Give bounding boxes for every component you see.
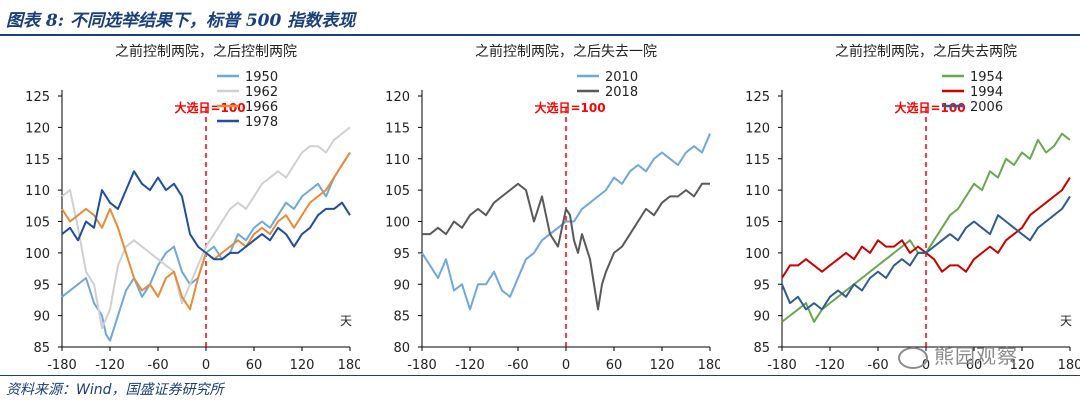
watermark: 熊园观察 bbox=[898, 340, 1018, 369]
y-tick-label: 80 bbox=[393, 341, 410, 356]
y-tick-label: 95 bbox=[753, 278, 770, 293]
y-tick-label: 115 bbox=[25, 153, 50, 168]
election-day-annotation: 大选日=100 bbox=[174, 100, 245, 115]
election-day-annotation: 大选日=100 bbox=[534, 100, 605, 115]
y-tick-label: 110 bbox=[385, 153, 410, 168]
chart-panel-1: 之前控制两院，之后控制两院 85 90 95 100 105 110 115 120 125 -18… bbox=[25, 43, 360, 373]
x-axis-label: 天 bbox=[1060, 314, 1072, 328]
y-tick-label: 125 bbox=[745, 90, 770, 105]
series-line-2010 bbox=[421, 133, 711, 311]
report-header: 图表 8: 不同选举结果下，标普 500 指数表现 bbox=[0, 0, 1080, 36]
y-tick-label: 95 bbox=[393, 247, 410, 262]
y-tick-label: 100 bbox=[385, 216, 410, 231]
legend-entry: 1994 bbox=[970, 85, 1003, 100]
y-tick-label: 100 bbox=[25, 247, 50, 262]
x-tick-label: 0 bbox=[562, 358, 570, 373]
y-tick-label: 90 bbox=[393, 278, 410, 293]
y-tick-label: 115 bbox=[745, 153, 770, 168]
y-tick-label: 120 bbox=[745, 121, 770, 136]
x-axis-label: 天 bbox=[340, 314, 352, 328]
y-tick-label: 85 bbox=[393, 310, 410, 325]
series-line-1978 bbox=[61, 170, 351, 261]
legend-entry: 2010 bbox=[605, 70, 638, 85]
footer-divider bbox=[0, 375, 1080, 376]
series-line-2018 bbox=[422, 182, 710, 311]
y-tick-label: 105 bbox=[745, 216, 770, 231]
x-tick-label: -120 bbox=[815, 358, 845, 373]
chart-title: 之前控制两院，之后控制两院 bbox=[115, 43, 297, 60]
chart-panel-2: 之前控制两院，之后失去一院 80 85 90 95 100 105 110 115 120 -180… bbox=[385, 43, 720, 373]
x-tick-label: 60 bbox=[606, 358, 623, 373]
watermark-text: 熊园观察 bbox=[934, 344, 1018, 368]
x-tick-label: 180 bbox=[1058, 358, 1080, 373]
source-note: 资料来源：Wind，国盛证券研究所 bbox=[6, 382, 224, 398]
legend-entry: 1950 bbox=[245, 70, 278, 85]
x-tick-label: 120 bbox=[650, 358, 675, 373]
chart-title: 之前控制两院，之后失去两院 bbox=[835, 43, 1017, 60]
y-tick-label: 120 bbox=[385, 90, 410, 105]
x-tick-label: -180 bbox=[407, 358, 437, 373]
series-line-1962 bbox=[61, 126, 351, 330]
x-tick-label: -60 bbox=[867, 358, 888, 373]
y-tick-label: 110 bbox=[25, 184, 50, 199]
x-tick-label: 60 bbox=[246, 358, 263, 373]
y-tick-label: 125 bbox=[25, 90, 50, 105]
x-tick-label: -60 bbox=[507, 358, 528, 373]
y-tick-label: 90 bbox=[753, 310, 770, 325]
x-tick-label: -180 bbox=[767, 358, 797, 373]
x-tick-label: 120 bbox=[290, 358, 315, 373]
legend-entry: 1966 bbox=[245, 100, 278, 115]
y-tick-label: 85 bbox=[33, 341, 50, 356]
y-tick-label: 85 bbox=[753, 341, 770, 356]
y-tick-label: 100 bbox=[745, 247, 770, 262]
legend-entry: 1978 bbox=[245, 115, 278, 130]
chart-panel-3: 之前控制两院，之后失去两院 85 90 95 100 105 110 115 120 125 -18… bbox=[745, 43, 1080, 373]
y-tick-label: 105 bbox=[25, 216, 50, 231]
series-line-2006 bbox=[781, 195, 1071, 311]
legend-entry: 1962 bbox=[245, 85, 278, 100]
x-tick-label: -180 bbox=[47, 358, 77, 373]
figure-title: 图表 8: 不同选举结果下，标普 500 指数表现 bbox=[6, 11, 356, 31]
x-tick-label: -60 bbox=[147, 358, 168, 373]
x-tick-label: -120 bbox=[95, 358, 125, 373]
legend-entry: 1954 bbox=[970, 70, 1003, 85]
legend-entry: 2006 bbox=[970, 100, 1003, 115]
x-tick-label: 180 bbox=[338, 358, 360, 373]
x-tick-label: 60 bbox=[966, 358, 983, 373]
x-tick-label: -120 bbox=[455, 358, 485, 373]
y-tick-label: 115 bbox=[385, 121, 410, 136]
y-tick-label: 90 bbox=[33, 310, 50, 325]
x-tick-label: 0 bbox=[922, 358, 930, 373]
chart-title: 之前控制两院，之后失去一院 bbox=[475, 43, 657, 60]
header-divider bbox=[0, 34, 1080, 36]
x-tick-label: 0 bbox=[202, 358, 210, 373]
legend-entry: 2018 bbox=[605, 85, 638, 100]
y-tick-label: 95 bbox=[33, 278, 50, 293]
x-tick-label: 180 bbox=[698, 358, 720, 373]
y-tick-label: 120 bbox=[25, 121, 50, 136]
y-tick-label: 105 bbox=[385, 184, 410, 199]
x-tick-label: 120 bbox=[1010, 358, 1035, 373]
wechat-icon bbox=[898, 346, 928, 369]
y-tick-label: 110 bbox=[745, 184, 770, 199]
election-day-annotation: 大选日=100 bbox=[894, 100, 965, 115]
charts-area: 之前控制两院，之后控制两院 85 90 95 100 105 110 115 120 125 -18… bbox=[0, 36, 1080, 374]
